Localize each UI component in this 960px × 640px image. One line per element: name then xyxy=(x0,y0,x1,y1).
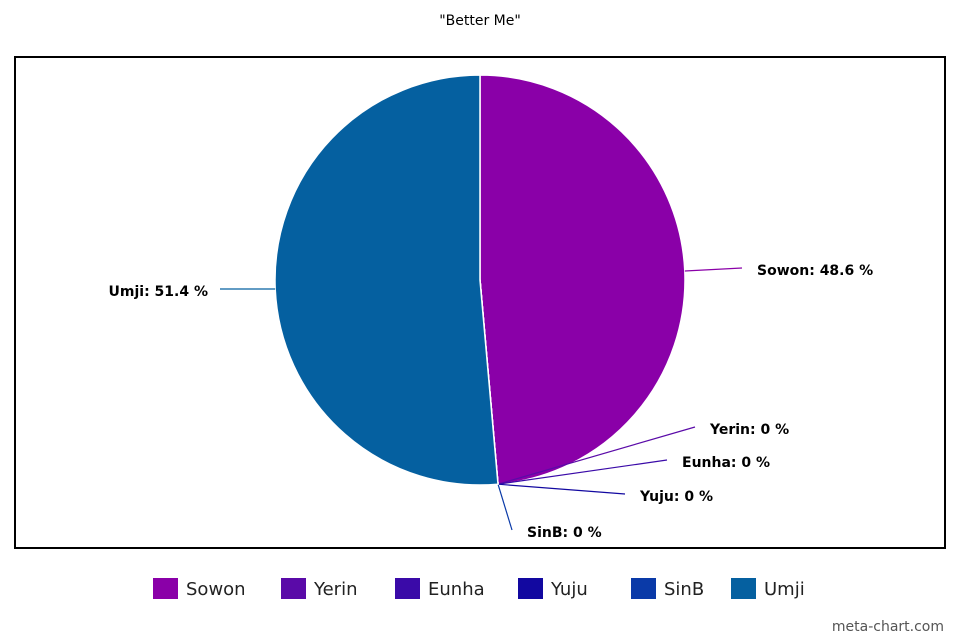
pie-slice xyxy=(479,74,686,486)
data-label: Yerin: 0 % xyxy=(709,422,789,438)
chart-title: "Better Me" xyxy=(439,13,521,29)
data-label: Yuju: 0 % xyxy=(639,489,713,505)
legend-label: Sowon xyxy=(186,579,246,600)
legend-swatch xyxy=(281,578,306,599)
data-label: Eunha: 0 % xyxy=(682,455,770,471)
data-label: Umji: 51.4 % xyxy=(109,284,208,300)
legend-swatch xyxy=(731,578,756,599)
legend-label: Umji xyxy=(764,579,805,600)
legend-label: Eunha xyxy=(428,579,485,600)
data-label: Sowon: 48.6 % xyxy=(757,263,873,279)
leader-line xyxy=(497,484,513,531)
legend-swatch xyxy=(395,578,420,599)
legend-swatch xyxy=(153,578,178,599)
leader-line xyxy=(497,483,626,495)
leader-line xyxy=(497,459,668,485)
legend-label: Yerin xyxy=(313,579,358,600)
data-label: SinB: 0 % xyxy=(527,525,602,541)
watermark: meta-chart.com xyxy=(832,619,944,635)
legend-swatch xyxy=(631,578,656,599)
leader-line xyxy=(684,267,743,272)
legend-label: SinB xyxy=(664,579,704,600)
leader-line xyxy=(497,426,696,485)
legend-swatch xyxy=(518,578,543,599)
legend-label: Yuju xyxy=(550,579,588,600)
